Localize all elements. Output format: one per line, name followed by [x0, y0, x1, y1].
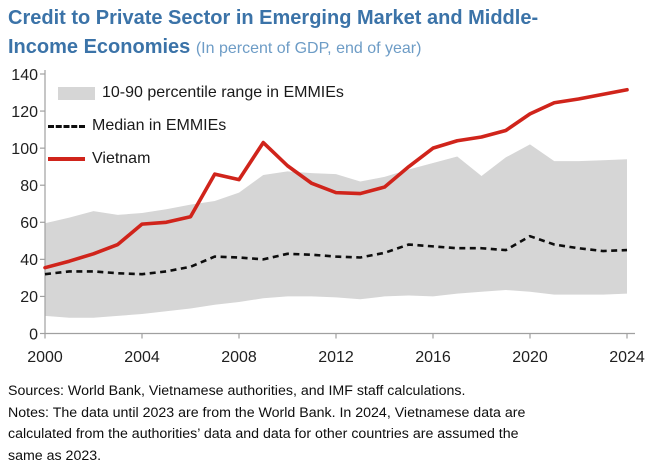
y-tick-label: 0	[29, 326, 38, 343]
legend-label: 10-90 percentile range in EMMIEs	[102, 84, 344, 102]
x-tick-label: 2008	[221, 349, 257, 366]
legend-label: Vietnam	[92, 150, 150, 168]
notes-line-1: Notes: The data until 2023 are from the …	[8, 403, 644, 425]
chart-legend: 10-90 percentile range in EMMIEs Median …	[48, 83, 344, 182]
legend-label: Median in EMMIEs	[92, 117, 226, 135]
x-tick-label: 2000	[27, 349, 63, 366]
legend-item-median: Median in EMMIEs	[48, 116, 344, 136]
x-tick-label: 2024	[609, 349, 645, 366]
notes-line-2: calculated from the authorities’ data an…	[8, 424, 644, 446]
y-tick-label: 120	[11, 104, 38, 121]
y-tick-label: 20	[20, 289, 38, 306]
band-swatch-icon	[58, 87, 95, 100]
y-tick-label: 60	[20, 215, 38, 232]
x-tick-label: 2004	[124, 349, 160, 366]
legend-item-percentile-band: 10-90 percentile range in EMMIEs	[48, 83, 344, 103]
legend-item-vietnam: Vietnam	[48, 149, 344, 169]
dashed-line-swatch-icon	[48, 125, 85, 128]
x-tick-label: 2012	[318, 349, 354, 366]
y-tick-label: 140	[11, 67, 38, 84]
notes-line-3: same as 2023.	[8, 446, 644, 467]
x-tick-label: 2016	[415, 349, 451, 366]
y-tick-label: 40	[20, 252, 38, 269]
x-tick-label: 2020	[512, 349, 548, 366]
red-line-swatch-icon	[48, 157, 85, 161]
y-tick-label: 80	[20, 178, 38, 195]
source-line: Sources: World Bank, Vietnamese authorit…	[8, 381, 644, 403]
y-tick-label: 100	[11, 141, 38, 158]
source-notes: Sources: World Bank, Vietnamese authorit…	[8, 381, 644, 467]
